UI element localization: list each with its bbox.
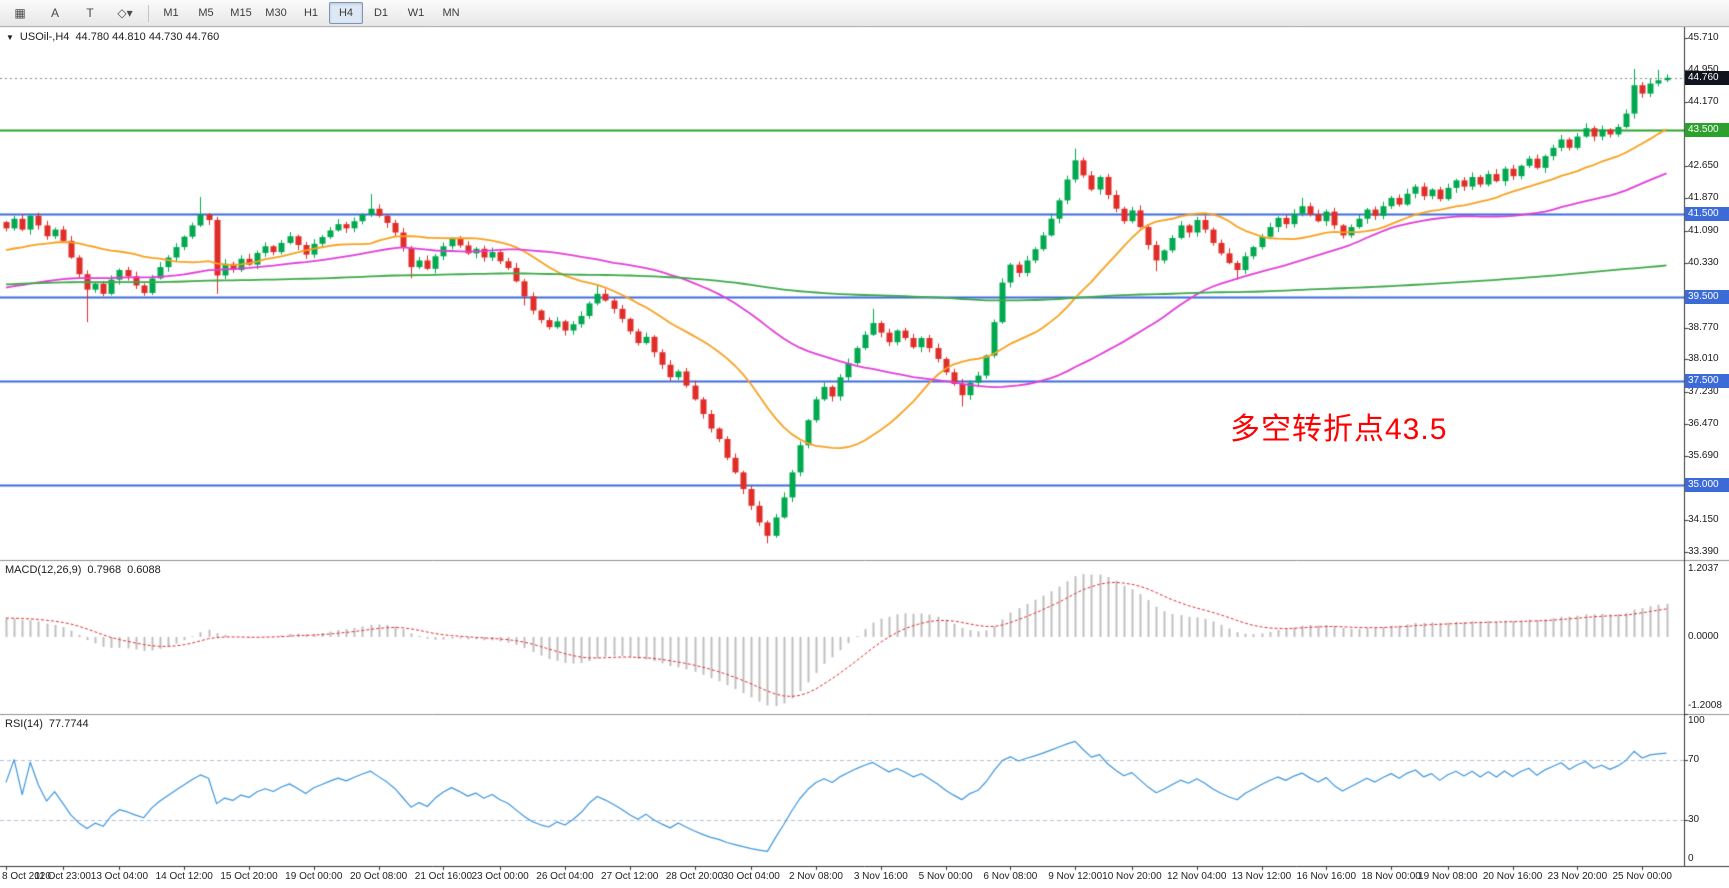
chart-canvas[interactable] bbox=[0, 26, 1729, 888]
timeframe-m1-button[interactable]: M1 bbox=[163, 7, 179, 19]
time-axis-label: 14 Oct 12:00 bbox=[155, 871, 213, 882]
timeframe-m30-button[interactable]: M30 bbox=[265, 7, 287, 19]
time-axis-label: 20 Oct 08:00 bbox=[349, 871, 408, 882]
rsi-title-label: RSI(14) bbox=[5, 718, 43, 730]
time-axis-label: 20 Nov 16:00 bbox=[1482, 871, 1543, 882]
price-tick-label: 40.330 bbox=[1688, 256, 1719, 268]
price-tick-label: 38.770 bbox=[1688, 321, 1719, 333]
time-axis-label: 19 Oct 00:00 bbox=[285, 871, 343, 882]
symbol-period-label: USOil-,H4 bbox=[19, 31, 70, 43]
time-axis-label: 15 Oct 20:00 bbox=[220, 871, 278, 882]
price-level-badge: 39.500 bbox=[1685, 290, 1729, 305]
rsi-scale-label: 30 bbox=[1688, 814, 1700, 826]
time-axis-label: 9 Nov 12:00 bbox=[1048, 871, 1103, 882]
macd-scale-label: 1.2037 bbox=[1688, 563, 1719, 574]
price-level-badge: 43.500 bbox=[1685, 123, 1729, 138]
macd-header: MACD(12,26,9) 0.7968 0.6088 bbox=[5, 564, 161, 576]
price-level-badge: 37.500 bbox=[1685, 373, 1729, 388]
price-scale-column[interactable] bbox=[1684, 26, 1729, 866]
time-axis-label: 13 Nov 12:00 bbox=[1231, 871, 1292, 882]
text-annotation-icon[interactable]: A bbox=[50, 6, 59, 20]
rsi-scale-label: 0 bbox=[1688, 853, 1694, 864]
rsi-scale-label: 70 bbox=[1688, 753, 1700, 765]
timeframe-mn-button[interactable]: MN bbox=[442, 7, 460, 19]
time-axis-label: 12 Nov 04:00 bbox=[1166, 871, 1227, 882]
price-tick-label: 44.950 bbox=[1688, 63, 1719, 75]
macd-signal-value: 0.6088 bbox=[127, 564, 161, 576]
timeframe-m5-button[interactable]: M5 bbox=[198, 7, 214, 19]
time-axis-label: 23 Nov 20:00 bbox=[1547, 871, 1608, 882]
toolbar: ▦ A T ◇▾ M1 M5 M15 M30 H1 H4 D1 W1 MN bbox=[0, 0, 1729, 27]
time-axis-label: 23 Oct 00:00 bbox=[471, 871, 529, 882]
time-axis-label: 6 Nov 08:00 bbox=[983, 871, 1038, 882]
price-tick-label: 34.150 bbox=[1688, 514, 1719, 526]
chart-title: ▼ USOil-,H4 44.780 44.810 44.730 44.760 bbox=[6, 31, 219, 43]
timeframe-h1-button[interactable]: H1 bbox=[303, 7, 319, 19]
time-axis-label: 26 Oct 04:00 bbox=[536, 871, 594, 882]
rsi-value-label: 77.7744 bbox=[48, 718, 89, 730]
timeframe-d1-button[interactable]: D1 bbox=[373, 7, 389, 19]
timeframe-m15-button[interactable]: M15 bbox=[230, 7, 252, 19]
price-tick-label: 41.870 bbox=[1688, 192, 1719, 204]
price-tick-label: 44.170 bbox=[1688, 96, 1719, 108]
time-axis-label: 16 Nov 16:00 bbox=[1296, 871, 1357, 882]
time-axis-label: 25 Nov 00:00 bbox=[1612, 871, 1672, 882]
time-axis-label: 5 Nov 00:00 bbox=[918, 871, 973, 882]
time-axis-label: 2 Nov 08:00 bbox=[789, 871, 843, 882]
price-tick-label: 35.690 bbox=[1688, 450, 1719, 462]
time-axis-label: 18 Nov 00:00 bbox=[1361, 871, 1421, 882]
windows-grid-icon[interactable]: ▦ bbox=[14, 6, 26, 20]
rsi-header: RSI(14) 77.7744 bbox=[5, 718, 89, 730]
time-axis-label: 21 Oct 16:00 bbox=[414, 871, 473, 882]
rsi-panel[interactable] bbox=[0, 714, 1684, 866]
price-tick-label: 38.010 bbox=[1688, 353, 1719, 365]
ohlc-values-label: 44.780 44.810 44.730 44.760 bbox=[75, 31, 220, 43]
price-tick-label: 33.390 bbox=[1688, 546, 1719, 558]
price-tick-label: 45.710 bbox=[1688, 32, 1719, 44]
time-axis-label: 11 Oct 23:00 bbox=[34, 871, 91, 882]
main-price-panel[interactable] bbox=[0, 26, 1684, 560]
toolbar-timeframes: M1 M5 M15 M30 H1 H4 D1 W1 MN bbox=[154, 2, 469, 24]
toolbar-tools: ▦ A T ◇▾ bbox=[3, 2, 143, 24]
timeframe-h4-button[interactable]: H4 bbox=[329, 2, 363, 24]
price-tick-label: 41.090 bbox=[1688, 224, 1719, 236]
draw-shapes-icon[interactable]: ◇▾ bbox=[117, 6, 133, 20]
time-axis-label: 19 Nov 08:00 bbox=[1418, 871, 1478, 882]
toolbar-separator bbox=[148, 4, 149, 22]
time-axis-label: 28 Oct 20:00 bbox=[665, 871, 724, 882]
price-tick-label: 36.470 bbox=[1688, 417, 1719, 429]
rsi-scale-label: 100 bbox=[1688, 715, 1705, 726]
text-label-icon[interactable]: T bbox=[86, 6, 94, 20]
macd-scale-label: 0.0000 bbox=[1688, 631, 1719, 642]
price-tick-label: 42.650 bbox=[1688, 159, 1719, 171]
macd-main-value: 0.7968 bbox=[87, 564, 122, 576]
current-price-badge: 44.760 bbox=[1685, 70, 1729, 85]
chart-menu-icon[interactable]: ▼ bbox=[6, 32, 14, 42]
time-axis-label: 13 Oct 04:00 bbox=[90, 871, 149, 882]
time-axis-label: 27 Oct 12:00 bbox=[601, 871, 659, 882]
time-axis-label: 3 Nov 16:00 bbox=[853, 871, 908, 882]
macd-panel[interactable] bbox=[0, 560, 1684, 714]
time-axis-label: 30 Oct 04:00 bbox=[722, 871, 780, 882]
price-level-badge: 41.500 bbox=[1685, 206, 1729, 221]
time-axis-label: 8 Oct 2020 bbox=[2, 871, 51, 882]
price-tick-label: 37.230 bbox=[1688, 385, 1719, 397]
chart-text-annotation[interactable]: 多空转折点43.5 bbox=[1230, 413, 1448, 446]
time-axis-label: 10 Nov 20:00 bbox=[1102, 871, 1162, 882]
price-level-badge: 35.000 bbox=[1685, 477, 1729, 492]
timeframe-w1-button[interactable]: W1 bbox=[407, 7, 425, 19]
macd-title-label: MACD(12,26,9) bbox=[5, 564, 82, 576]
macd-scale-label: -1.2008 bbox=[1688, 700, 1722, 711]
